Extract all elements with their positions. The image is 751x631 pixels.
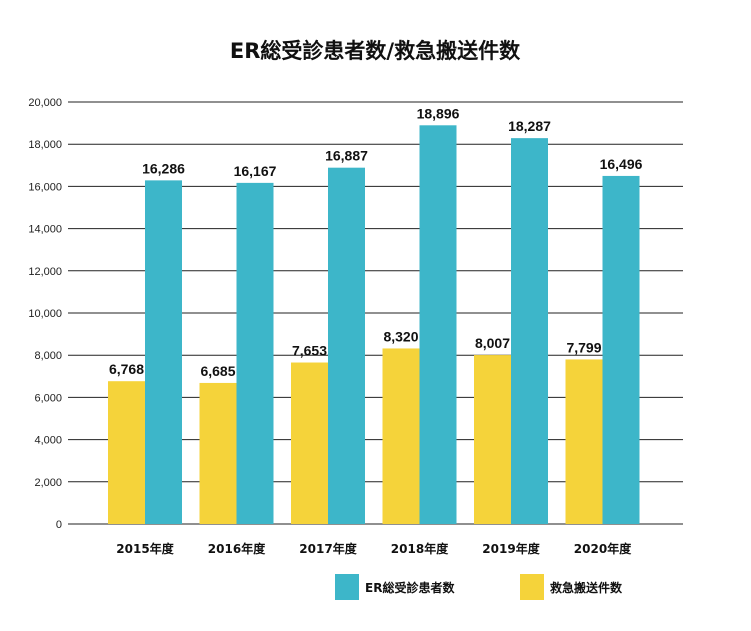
data-labels: 6,768 16,286 6,685 16,167 7,653 16,887 8,320 18…	[109, 105, 643, 379]
x-category-label: 2019年度	[482, 541, 540, 556]
x-axis-categories: 2015年度 2016年度 2017年度 2018年度 2019年度 2020年度	[116, 541, 632, 556]
y-axis-ticks: 0 2,000 4,000 6,000 8,000 10,000 12,000 14,000 1…	[28, 97, 62, 531]
data-label: 7,799	[566, 339, 601, 355]
bar	[474, 355, 511, 524]
data-label: 8,320	[383, 328, 418, 344]
data-label: 6,685	[200, 363, 235, 379]
bar	[236, 182, 274, 525]
y-tick-label: 14,000	[28, 224, 62, 236]
chart-title: ER総受診患者数/救急搬送件数	[230, 39, 521, 63]
legend-swatch	[520, 574, 544, 600]
data-label: 7,653	[292, 343, 327, 359]
x-category-label: 2018年度	[391, 541, 449, 556]
y-tick-label: 0	[56, 519, 62, 531]
legend-label: ER総受診患者数	[365, 580, 455, 595]
data-label: 16,286	[142, 160, 185, 176]
bar	[419, 125, 457, 524]
bar	[199, 382, 237, 524]
bar	[328, 167, 365, 524]
y-tick-label: 2,000	[34, 477, 62, 489]
data-label: 18,287	[508, 118, 551, 134]
bar	[108, 381, 145, 524]
data-label: 8,007	[475, 335, 510, 351]
bar	[602, 175, 640, 525]
y-tick-label: 10,000	[28, 308, 62, 320]
y-tick-label: 6,000	[34, 392, 62, 404]
bar	[145, 180, 182, 524]
data-label: 18,896	[417, 105, 460, 121]
x-category-label: 2017年度	[299, 541, 357, 556]
data-label: 16,167	[234, 163, 277, 179]
y-tick-label: 16,000	[28, 181, 62, 193]
x-category-label: 2015年度	[116, 541, 174, 556]
bar	[382, 348, 420, 524]
legend-label: 救急搬送件数	[550, 580, 623, 595]
bar	[565, 359, 603, 524]
legend: ER総受診患者数 救急搬送件数	[335, 574, 623, 600]
x-category-label: 2020年度	[574, 541, 632, 556]
data-label: 16,887	[325, 148, 368, 164]
x-category-label: 2016年度	[208, 541, 266, 556]
data-label: 16,496	[600, 156, 643, 172]
y-tick-label: 8,000	[34, 350, 62, 362]
y-tick-label: 18,000	[28, 139, 62, 151]
legend-swatch	[335, 574, 359, 600]
y-tick-label: 20,000	[28, 97, 62, 109]
bars	[108, 125, 640, 525]
y-tick-label: 12,000	[28, 266, 62, 278]
data-label: 6,768	[109, 361, 144, 377]
bar	[511, 138, 548, 525]
y-tick-label: 4,000	[34, 435, 62, 447]
bar	[291, 362, 328, 524]
